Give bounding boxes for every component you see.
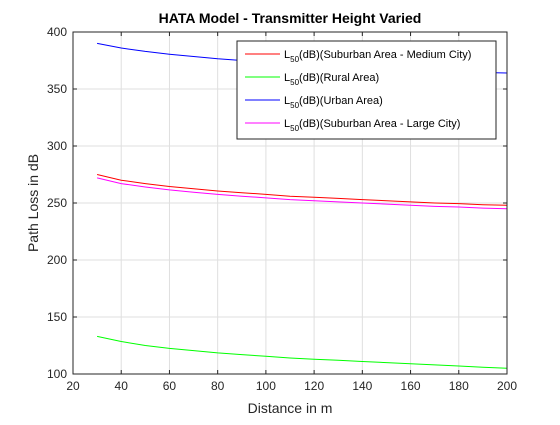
x-tick-label: 20 [66,379,80,393]
legend-label: L50(dB)(Urban Area) [284,95,383,110]
y-tick-label: 250 [47,196,67,210]
legend-label: L50(dB)(Suburban Area - Large City) [284,118,460,133]
series-line [96,174,508,206]
x-tick-label: 100 [256,379,276,393]
x-tick-label: 40 [115,379,129,393]
x-tick-label: 60 [163,379,177,393]
y-tick-label: 100 [47,367,67,381]
legend-label: L50(dB)(Suburban Area - Medium City) [284,49,471,64]
y-tick-label: 150 [47,310,67,324]
y-axis-label: Path Loss in dB [25,154,41,252]
x-tick-label: 160 [401,379,421,393]
series-line [96,335,508,369]
y-tick-label: 350 [47,82,67,96]
legend: L50(dB)(Suburban Area - Medium City) L50(… [236,40,497,140]
x-tick-label: 180 [449,379,469,393]
x-tick-label: 140 [352,379,372,393]
legend-label: L50(dB)(Rural Area) [284,72,379,87]
x-tick-label: 200 [497,379,517,393]
series-line [96,177,508,210]
y-tick-label: 400 [47,25,67,39]
y-tick-label: 200 [47,253,67,267]
x-tick-label: 120 [304,379,324,393]
ticks: 20 40 60 80 100 120 140 160 180 200 100 150 200 250 30… [47,25,517,393]
y-tick-label: 300 [47,139,67,153]
legend-box [236,40,497,140]
x-tick-label: 80 [211,379,225,393]
chart-title: HATA Model - Transmitter Height Varied [159,10,422,26]
x-axis-label: Distance in m [248,400,333,416]
